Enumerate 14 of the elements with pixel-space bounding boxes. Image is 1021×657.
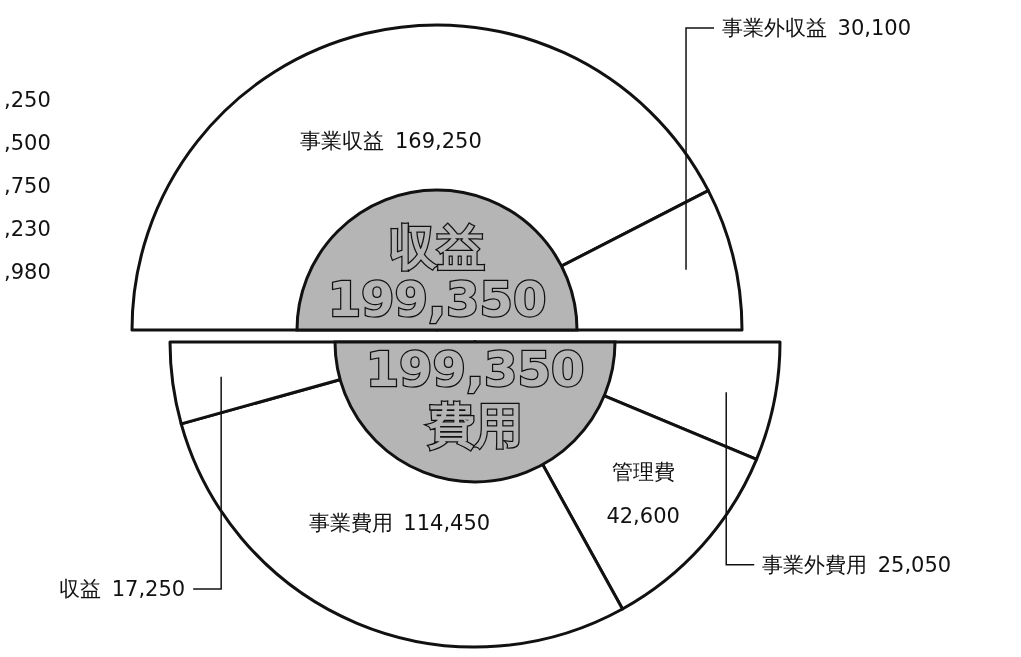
text: ,230: [4, 217, 51, 241]
chart-subtitle: 199,350: [365, 341, 585, 397]
slice-label: 事業外収益 30,100: [722, 16, 912, 41]
text: ,980: [4, 260, 51, 284]
text: ,750: [4, 174, 51, 198]
slice-label: 管理費: [611, 459, 675, 484]
slice-label: 事業費用 114,450: [308, 511, 491, 536]
slice-label: 事業収益 169,250: [300, 129, 482, 154]
slice-label: 事業外費用 25,050: [762, 552, 952, 577]
text: 費用: [426, 397, 523, 453]
text: ,500: [4, 131, 51, 155]
slice-label: 収益 17,250: [59, 577, 186, 602]
data-label: 42,600: [606, 503, 680, 528]
text: ,250: [4, 88, 51, 112]
